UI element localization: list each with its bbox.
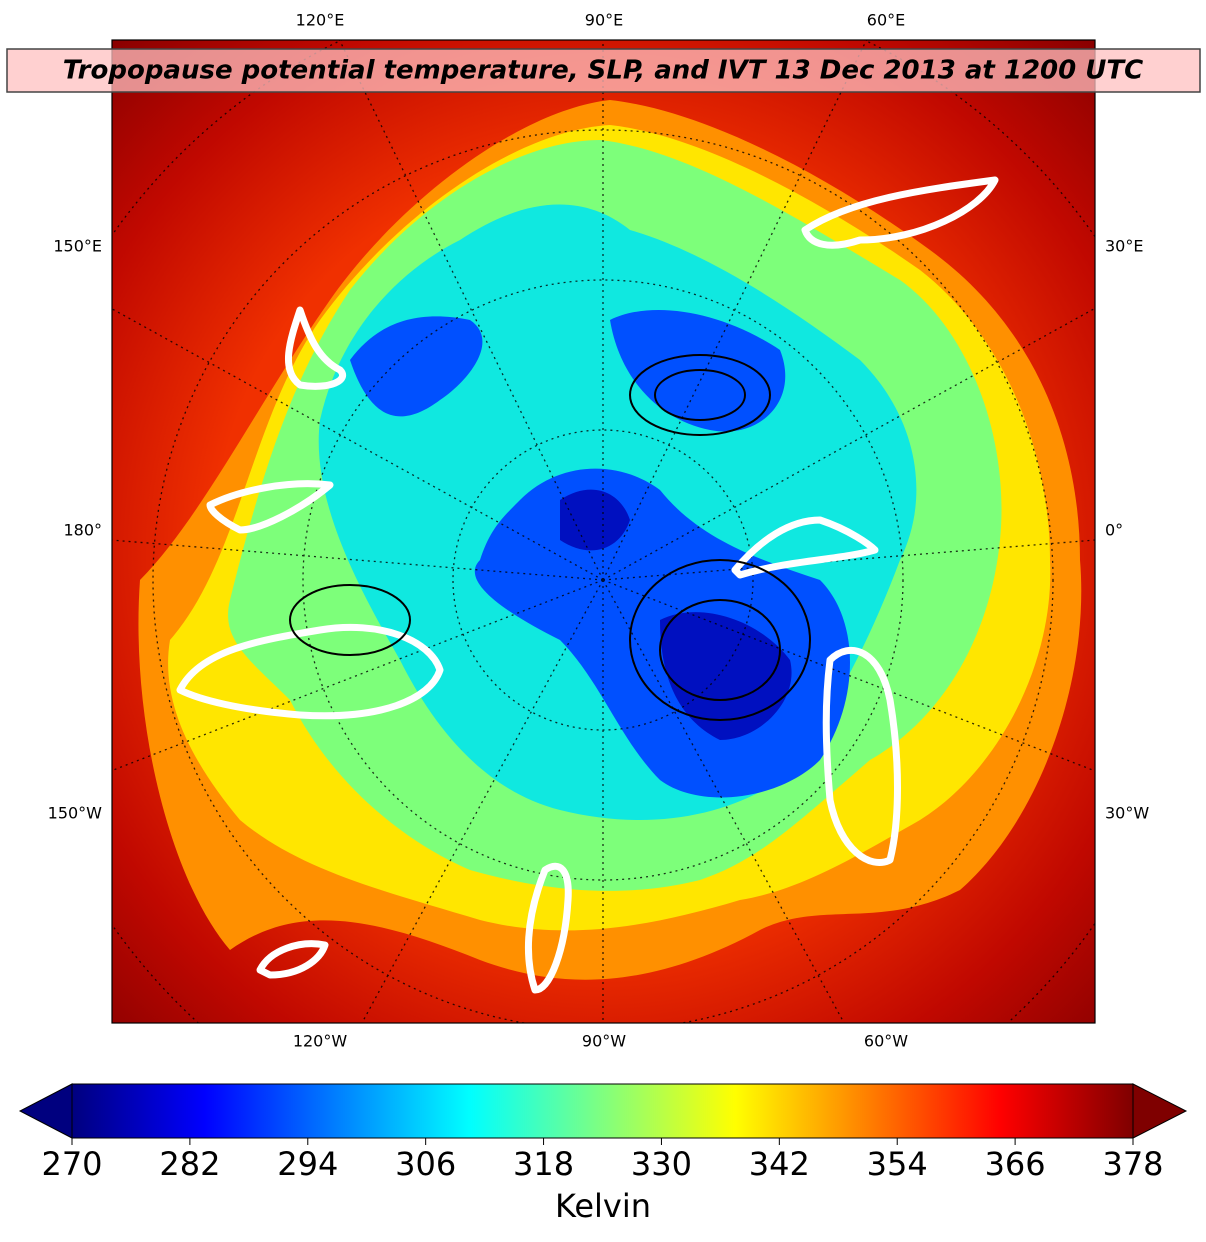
colorbar-tick-label: 282 [159, 1145, 220, 1183]
lon-label: 120°W [293, 1032, 348, 1051]
lon-label: 90°E [585, 11, 623, 30]
colorbar-tick-label: 306 [395, 1145, 456, 1183]
lat-label: 150°W [48, 804, 103, 823]
colorbar-tick-label: 378 [1102, 1145, 1163, 1183]
lat-label: 180° [63, 521, 102, 540]
lat-label: 0° [1105, 521, 1123, 540]
title-box [6, 48, 1201, 93]
colorbar-tick-label: 270 [41, 1145, 102, 1183]
lon-label: 60°W [864, 1032, 908, 1051]
colorbar [71, 1083, 1134, 1139]
lat-label: 30°E [1105, 237, 1143, 256]
lat-label: 30°W [1105, 804, 1149, 823]
colorbar-label: Kelvin [555, 1187, 651, 1225]
title: Tropopause potential temperature, SLP, a… [63, 56, 1143, 86]
colorbar-ticks: 270 282 294 306 318 330 342 354 366 378 [41, 1138, 1164, 1183]
colorbar-tick-label: 354 [867, 1145, 928, 1183]
map-frame [111, 39, 1096, 1024]
lon-label: 90°W [582, 1032, 626, 1051]
colorbar-tick-label: 294 [277, 1145, 338, 1183]
lon-label: 60°E [867, 11, 905, 30]
colorbar-extend-min [18, 1083, 73, 1139]
lon-labels: 120°E 90°E 60°E 120°W 90°W 60°W 150°E 180° 150°W… [48, 11, 1150, 1051]
lat-label: 150°E [53, 237, 102, 256]
colorbar-tick-label: 342 [749, 1145, 810, 1183]
colorbar-tick-label: 366 [985, 1145, 1046, 1183]
colorbar-extend-max [1132, 1083, 1188, 1139]
lon-label: 120°E [296, 11, 345, 30]
map-field [112, 40, 1095, 1023]
colorbar-tick-label: 318 [513, 1145, 574, 1183]
colorbar-tick-label: 330 [631, 1145, 692, 1183]
